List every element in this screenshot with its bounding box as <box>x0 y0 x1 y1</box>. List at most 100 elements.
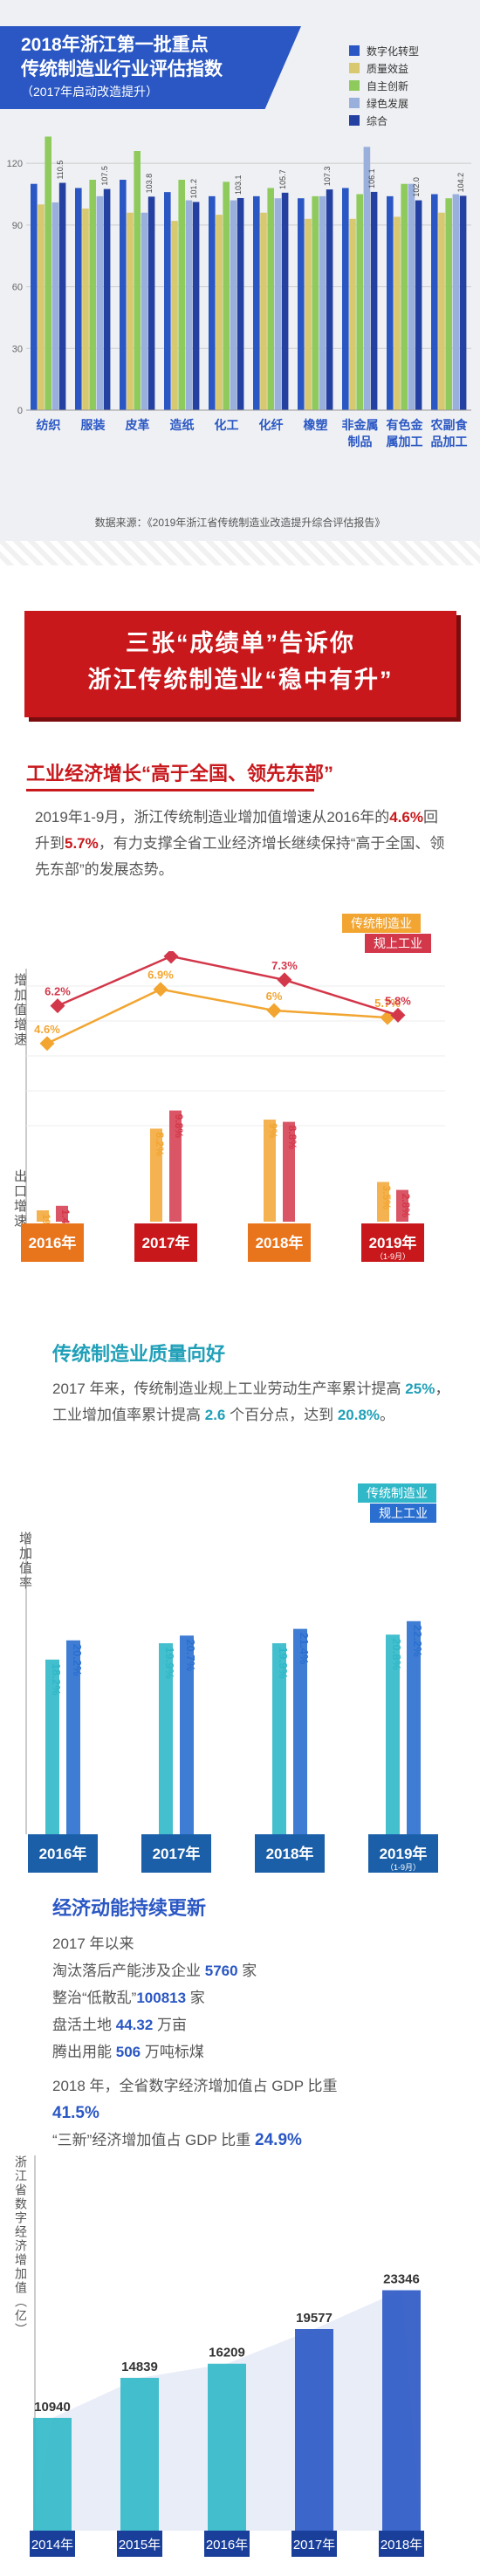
year-label: 2018年 <box>266 1845 314 1862</box>
category-label: 纺织 <box>37 418 61 432</box>
growth-heading: 工业经济增长“高于全国、领先东部” <box>26 763 334 784</box>
year-label: 2017年 <box>153 1845 201 1862</box>
banner-line1: 三张“成绩单”告诉你 <box>126 630 355 656</box>
line-value-label: 7.3% <box>271 959 298 972</box>
growth-ylabel-top: 增加值增速 <box>12 973 27 1047</box>
digital-economy-chart: 10940 2014年 14839 2015年 16209 2016年 19577 2017年… <box>30 2155 424 2557</box>
export-bar-传统制造业 <box>37 1210 49 1222</box>
line-point <box>390 1007 406 1023</box>
quality-bar-规上工业 <box>66 1640 80 1834</box>
bar-自主创新 <box>134 151 141 410</box>
legend-quality: 质量效益 <box>349 59 471 77</box>
category-label: 制品 <box>348 435 373 449</box>
y-tick-label: 120 <box>7 159 23 169</box>
year-label: 2018年 <box>381 2538 422 2552</box>
bar-质量效益 <box>171 221 178 410</box>
line-point <box>277 972 292 988</box>
digital-value-label: 14839 <box>121 2360 158 2374</box>
quality-bar-规上工业 <box>407 1620 421 1834</box>
quality-legend-industry: 规上工业 <box>370 1504 436 1523</box>
year-tag <box>361 1223 424 1262</box>
year-tag <box>204 2531 250 2557</box>
bar-质量效益 <box>438 212 445 410</box>
export-value-label: 2.8% <box>400 1194 412 1218</box>
category-label: 有色金 <box>387 418 424 432</box>
digital-value-label: 23346 <box>383 2272 420 2287</box>
industry-index-chart: 0 30 60 90 120 110.5 纺织 107.5 服装 103.8 皮革 101.2 造纸 10… <box>7 136 471 449</box>
overall-value-label: 106.1 <box>367 168 376 188</box>
quality-bar-传统制造业 <box>159 1643 173 1834</box>
export-value-label: 3.5% <box>381 1186 393 1210</box>
bar-综合 <box>237 197 244 410</box>
bar-综合 <box>326 189 333 410</box>
year-tag <box>134 1223 197 1262</box>
digital-ylabel: 浙江省数字经济增加值（亿） <box>14 2155 28 2337</box>
category-label: 品加工 <box>431 435 468 449</box>
sanxin-line: “三新”经济增加值占 GDP 比重 24.9% <box>52 2131 302 2149</box>
year-tag <box>248 1223 311 1262</box>
export-bar-传统制造业 <box>150 1128 162 1222</box>
momentum-item-3: 盘活土地 44.32 万亩 <box>52 2017 188 2033</box>
bar-综合 <box>192 202 200 410</box>
bar-综合 <box>58 182 66 411</box>
line-point <box>50 998 65 1014</box>
year-label: 2014年 <box>31 2538 73 2552</box>
line-value-label: 5.8% <box>385 994 411 1007</box>
category-label: 非金属 <box>342 418 379 432</box>
export-value-label: 8.2% <box>154 1132 166 1156</box>
digital-bar <box>33 2417 72 2531</box>
bar-数字化转型 <box>120 180 127 410</box>
digital-share-value: 41.5% <box>52 2104 99 2122</box>
y-tick-label: 90 <box>12 221 23 231</box>
quality-value-label: 22.2% <box>411 1625 424 1657</box>
quality-value-label: 20.8% <box>390 1638 403 1670</box>
bar-数字化转型 <box>298 198 305 410</box>
quality-text: 2017 年来，传统制造业规上工业劳动生产率累计提高 25%，工业增加值率累计提… <box>52 1380 450 1423</box>
growth-heading-underline <box>26 789 314 791</box>
bar-质量效益 <box>127 212 134 410</box>
bar-绿色发展 <box>51 202 59 410</box>
overall-value-label: 103.8 <box>145 174 154 194</box>
index-subtitle: （2017年启动改造提升） <box>21 85 159 99</box>
headline-banner: 三张“成绩单”告诉你 浙江传统制造业“稳中有升” <box>24 611 456 717</box>
bar-数字化转型 <box>75 188 82 410</box>
quality-bar-规上工业 <box>293 1628 307 1834</box>
export-bar-传统制造业 <box>377 1182 389 1222</box>
bar-综合 <box>459 195 467 410</box>
bar-数字化转型 <box>31 183 38 410</box>
line-传统制造业 <box>46 988 388 1045</box>
momentum-item-1: 淘汰落后产能涉及企业 5760 家 <box>52 1963 257 1979</box>
bar-自主创新 <box>223 182 230 410</box>
momentum-list: 2017 年以来 淘汰落后产能涉及企业 5760 家 整治“低散乱”100813… <box>52 1930 454 2066</box>
export-bar-规上工业 <box>169 1110 182 1222</box>
bar-质量效益 <box>349 218 356 410</box>
quality-value-label: 20.7% <box>184 1639 197 1671</box>
momentum-since: 2017 年以来 <box>52 1935 134 1952</box>
index-title-line1: 2018年浙江第一批重点 <box>21 35 209 55</box>
bar-质量效益 <box>394 216 401 410</box>
export-bar-规上工业 <box>396 1189 408 1222</box>
overall-value-label: 102.0 <box>412 177 421 197</box>
bar-绿色发展 <box>274 198 282 410</box>
year-tag <box>30 2531 75 2557</box>
line-point <box>39 1036 55 1052</box>
overall-value-label: 107.5 <box>100 166 109 186</box>
category-label: 农副食 <box>430 418 469 432</box>
export-bar-传统制造业 <box>264 1120 276 1222</box>
bar-自主创新 <box>89 180 96 410</box>
line-规上工业 <box>57 955 399 1017</box>
bar-自主创新 <box>312 195 319 410</box>
bar-绿色发展 <box>185 200 193 410</box>
bar-自主创新 <box>445 198 452 410</box>
overall-value-label: 105.7 <box>278 169 287 189</box>
year-label: 2017年 <box>293 2538 335 2552</box>
year-sublabel: （1-9月） <box>375 1252 410 1261</box>
bar-数字化转型 <box>431 194 438 410</box>
category-label: 服装 <box>81 418 106 432</box>
bar-自主创新 <box>45 136 51 410</box>
banner-line2: 浙江传统制造业“稳中有升” <box>87 667 394 693</box>
y-tick-label: 30 <box>12 344 23 354</box>
bar-自主创新 <box>401 183 408 410</box>
year-label: 2016年 <box>29 1234 77 1251</box>
bar-数字化转型 <box>164 192 171 410</box>
